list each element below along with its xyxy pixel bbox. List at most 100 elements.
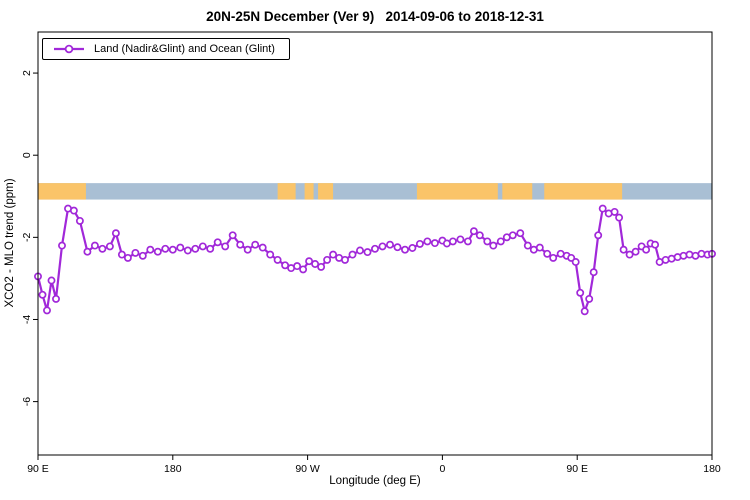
data-point-marker (58, 241, 66, 250)
data-point-marker (258, 243, 267, 252)
data-point-marker (198, 242, 207, 251)
data-point-marker (610, 207, 619, 216)
chart-title: 20N-25N December (Ver 9) 2014-09-06 to 2… (206, 9, 544, 24)
x-tick-label: 180 (703, 463, 721, 475)
data-point-marker (516, 229, 525, 238)
data-point-marker (371, 244, 379, 253)
y-tick-label: -2 (21, 233, 33, 242)
data-point-marker (98, 244, 107, 253)
data-point-marker (191, 244, 200, 253)
data-point-marker (293, 262, 302, 271)
data-point-marker (251, 240, 260, 249)
data-point-marker (356, 246, 364, 255)
plot-border (37, 31, 713, 456)
data-point-marker (43, 306, 51, 315)
map-strip (38, 183, 712, 200)
data-point-marker (489, 241, 498, 250)
data-point-marker (38, 290, 47, 299)
data-point-marker (75, 216, 84, 225)
data-point-marker (393, 243, 402, 252)
data-point-marker (117, 250, 126, 259)
data-point-marker (131, 248, 140, 257)
data-point-marker (90, 241, 99, 250)
data-point-marker (363, 248, 372, 257)
data-point-marker (329, 250, 338, 259)
x-tick-label: 180 (164, 463, 182, 475)
data-point-marker (228, 231, 237, 240)
data-series (34, 204, 716, 316)
data-point-marker (642, 245, 651, 254)
data-point-marker (535, 243, 544, 252)
data-point-marker (213, 238, 222, 247)
data-point-marker (341, 255, 349, 264)
data-point-marker (543, 249, 552, 258)
data-point-marker (161, 244, 170, 253)
data-point-marker (323, 255, 332, 264)
legend-item-label: Land (Nadir&Glint) and Ocean (Glint) (94, 43, 275, 55)
x-tick-label: 0 (439, 463, 445, 475)
data-point-marker (580, 307, 589, 316)
map-strip-land (277, 183, 296, 200)
data-point-marker (508, 231, 517, 240)
data-point-marker (401, 245, 409, 254)
data-point-marker (305, 257, 314, 266)
data-point-marker (281, 261, 290, 270)
data-point-marker (83, 247, 92, 256)
y-tick-label: -4 (21, 315, 33, 324)
data-point-marker (206, 244, 215, 253)
legend-marker-icon (54, 44, 84, 54)
axes: 90 E 180 90 W 0 90 E 180 2 0 -2 -4 -6 (21, 31, 721, 475)
data-point-marker (273, 255, 282, 264)
data-point-marker (496, 237, 505, 246)
map-strip-land (416, 183, 498, 200)
data-point-marker (146, 245, 155, 254)
data-point-marker (423, 237, 432, 246)
data-point-marker (615, 213, 624, 222)
data-point-marker (483, 237, 492, 246)
y-tick-label: 2 (21, 70, 33, 76)
data-point-marker (299, 265, 308, 274)
data-point-marker (111, 229, 120, 238)
data-point-marker (138, 251, 147, 260)
map-strip-land (544, 183, 623, 200)
data-point-marker (463, 237, 472, 246)
data-point-marker (415, 239, 424, 248)
data-point-marker (456, 235, 465, 244)
data-point-marker (221, 242, 230, 251)
y-tick-label: -6 (21, 397, 33, 406)
data-point-marker (123, 253, 132, 262)
map-strip-land (304, 183, 314, 200)
data-point-marker (585, 294, 594, 303)
data-point-marker (176, 243, 185, 252)
data-point-marker (243, 245, 252, 254)
data-point-marker (317, 262, 326, 271)
x-tick-label: 90 E (27, 463, 49, 475)
data-point-marker (651, 240, 660, 249)
x-axis-title: Longitude (deg E) (329, 475, 421, 487)
data-point-marker (153, 247, 162, 256)
data-point-marker (448, 237, 457, 246)
map-strip-land (502, 183, 533, 200)
x-tick-label: 90 W (295, 463, 320, 475)
data-point-marker (619, 245, 628, 254)
data-point-marker (311, 260, 320, 268)
data-point-marker (69, 206, 78, 215)
y-axis-title: XCO2 - MLO trend (ppm) (4, 178, 16, 307)
data-point-marker (523, 241, 532, 250)
data-point-marker (408, 244, 417, 252)
data-point-marker (348, 250, 357, 259)
data-point-marker (625, 250, 634, 259)
data-point-marker (631, 247, 640, 256)
map-strip-land (38, 183, 86, 200)
data-point-marker (430, 239, 439, 248)
data-point-marker (549, 253, 558, 262)
legend-box: Land (Nadir&Glint) and Ocean (Glint) (42, 38, 290, 60)
data-point-marker (469, 227, 478, 236)
data-point-marker (47, 276, 56, 285)
data-point-marker (571, 258, 580, 266)
data-point-marker (685, 250, 694, 259)
data-point-marker (168, 245, 177, 254)
data-point-marker (661, 255, 670, 264)
data-point-marker (52, 294, 60, 303)
